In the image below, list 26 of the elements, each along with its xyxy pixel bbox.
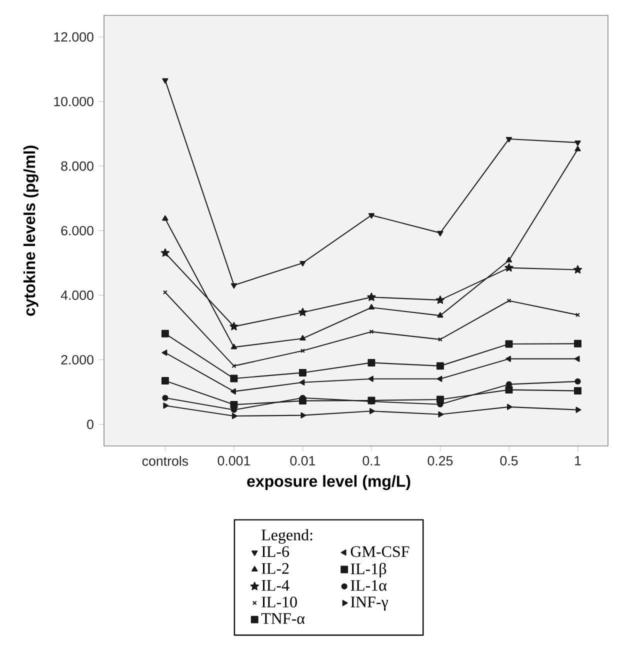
y-tick-label: 10.000 [54,96,94,106]
y-tick-label: 0 [87,420,94,430]
legend-label: TNF-α [261,613,305,624]
legend-label: INF-γ [350,596,388,611]
legend-label: IL-6 [262,546,290,557]
legend-label: GM-CSF [350,546,410,557]
y-tick-label: 8.000 [61,161,94,171]
legend-label: IL-1β [350,562,386,578]
y-tick-label: 12.000 [54,32,94,42]
y-tick-label: 6.000 [61,226,94,236]
x-tick-label: controls [142,456,188,466]
legend-label: IL-10 [262,596,297,608]
x-tick-label: 0.5 [500,456,518,466]
x-tick-label: 0.01 [290,456,316,466]
x-tick-label: 0.001 [218,456,250,466]
y-tick-label: 4.000 [60,290,94,300]
x-tick-label: 1 [575,456,581,466]
x-axis-title: exposure level (mg/L) [247,475,410,490]
y-axis-title: cytokine levels (pg/ml) [23,146,38,316]
legend-title: Legend: [262,529,312,544]
legend-label: IL-2 [262,563,289,574]
legend-label: IL-1α [350,580,387,591]
legend-label: IL-4 [262,580,290,591]
x-tick-label: 0.25 [428,456,453,466]
y-tick-label: 2.000 [61,355,94,365]
x-tick-label: 0.1 [362,456,380,466]
